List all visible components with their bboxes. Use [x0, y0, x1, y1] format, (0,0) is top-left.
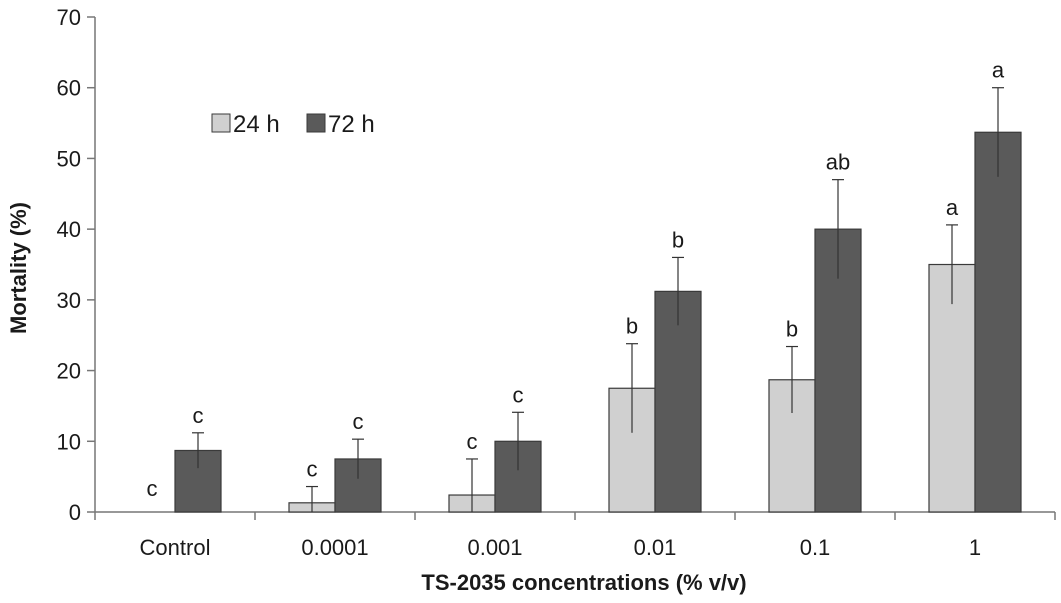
- x-tick-label: 1: [969, 535, 981, 560]
- legend-swatch-72h: [306, 113, 326, 133]
- bar-72h: [974, 131, 1022, 513]
- significance-label: c: [467, 429, 478, 454]
- bar-72h: [814, 228, 862, 513]
- significance-label: a: [992, 58, 1005, 83]
- y-axis-title: Mortality (%): [6, 202, 31, 334]
- y-tick-label: 30: [57, 288, 81, 313]
- legend-label: 72 h: [328, 111, 375, 138]
- bars: c c c c c c b b b ab a a: [147, 58, 1022, 513]
- y-tick-label: 40: [57, 217, 81, 242]
- significance-label: b: [786, 317, 798, 342]
- x-axis-title: TS-2035 concentrations (% v/v): [421, 570, 746, 595]
- y-tick-label: 0: [69, 500, 81, 525]
- y-tick-label: 20: [57, 359, 81, 384]
- legend: 24 h 72 h: [211, 111, 375, 138]
- bar-72h: [174, 449, 222, 513]
- y-tick-label: 50: [57, 146, 81, 171]
- legend-swatch-24h: [211, 113, 231, 133]
- significance-label: c: [193, 403, 204, 428]
- significance-label: b: [672, 227, 684, 252]
- x-tick-label: 0.01: [634, 535, 677, 560]
- significance-label: b: [626, 314, 638, 339]
- y-tick-label: 70: [57, 5, 81, 30]
- bar-72h: [654, 290, 702, 513]
- y-tick-label: 60: [57, 76, 81, 101]
- significance-label: c: [147, 476, 158, 501]
- significance-label: c: [513, 382, 524, 407]
- y-tick-label: 10: [57, 429, 81, 454]
- significance-label: c: [307, 457, 318, 482]
- x-tick-label: 0.0001: [301, 535, 368, 560]
- significance-label: c: [353, 409, 364, 434]
- x-tick-label: 0.001: [467, 535, 522, 560]
- significance-label: ab: [826, 150, 850, 175]
- axes: 0 10 20 30 40 50 60 70 Control 0.0001 0.001 0.01 0.1…: [57, 5, 1056, 560]
- significance-label: a: [946, 195, 959, 220]
- x-tick-label: 0.1: [800, 535, 831, 560]
- x-tick-label: Control: [140, 535, 211, 560]
- legend-label: 24 h: [233, 111, 280, 138]
